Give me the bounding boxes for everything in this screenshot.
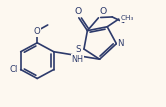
- Text: N: N: [117, 39, 124, 48]
- Text: O: O: [34, 27, 41, 36]
- Text: CH₃: CH₃: [121, 15, 134, 21]
- Text: NH: NH: [72, 55, 84, 64]
- Text: Cl: Cl: [9, 65, 18, 74]
- Text: S: S: [75, 45, 81, 54]
- Text: O: O: [74, 7, 82, 16]
- Text: O: O: [100, 7, 107, 16]
